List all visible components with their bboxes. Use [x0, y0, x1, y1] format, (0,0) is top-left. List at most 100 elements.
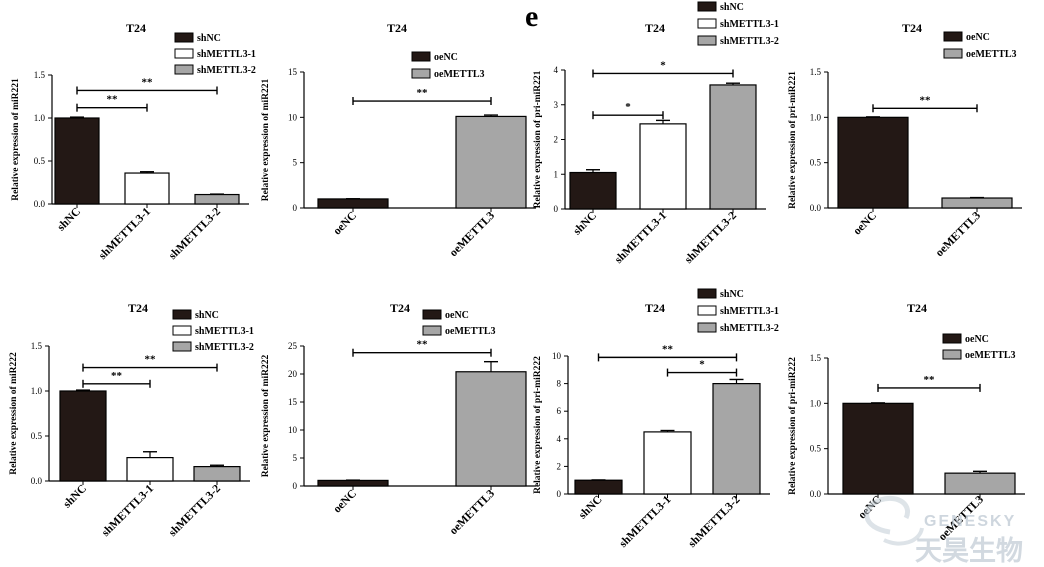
bar [574, 479, 623, 495]
y-tick-label: 0.0 [810, 203, 822, 213]
bar [944, 472, 1016, 495]
y-tick-label: 20 [288, 369, 298, 379]
y-tick-label: 0 [293, 203, 298, 213]
legend-swatch [697, 322, 717, 333]
panel-label: e [525, 0, 538, 33]
y-tick-label: 6 [557, 406, 562, 416]
x-category-label: oeNC [331, 210, 359, 238]
chart-3: T24 Relative expression of pri-miR221 0 1 2 3… [533, 1, 779, 266]
bar [639, 123, 687, 210]
y-tick-label: 5 [293, 453, 298, 463]
legend-swatch [943, 48, 963, 59]
x-category-label: shNC [571, 210, 599, 238]
x-category-label: shNC [577, 494, 605, 522]
y-tick-label: 25 [288, 341, 298, 351]
legend-label: shNC [195, 310, 219, 321]
y-tick-label: 0 [554, 204, 559, 214]
x-category-label: shNC [61, 483, 89, 511]
y-tick-label: 2 [557, 461, 562, 471]
y-tick-label: 1.0 [810, 398, 822, 408]
significance-label: * [699, 359, 705, 371]
bar [59, 390, 107, 482]
y-tick-label: 1.0 [810, 112, 822, 122]
x-category-label: shMETTL3-2 [683, 209, 740, 266]
bar [194, 193, 240, 205]
bar [317, 479, 389, 487]
x-category-label: shMETTL3-1 [617, 493, 674, 550]
y-tick-label: 1.0 [34, 113, 46, 123]
x-category-label: oeNC [851, 210, 879, 238]
y-tick-label: 1.5 [810, 67, 822, 77]
chart-title: T24 [128, 301, 148, 315]
y-tick-label: 5 [293, 158, 298, 168]
watermark-swirl-icon [864, 496, 924, 546]
significance-label: ** [662, 343, 674, 355]
y-tick-label: 4 [554, 65, 559, 75]
legend-label: shNC [197, 33, 221, 44]
y-tick-label: 4 [557, 434, 562, 444]
y-tick-label: 0.5 [34, 156, 46, 166]
legend-label: shMETTL3-1 [720, 19, 779, 30]
significance-label: * [625, 101, 631, 113]
legend-swatch [411, 68, 431, 79]
legend-label: shNC [720, 289, 744, 300]
y-tick-label: 0.5 [810, 158, 822, 168]
legend-swatch [942, 349, 962, 360]
y-axis-label: Relative expression of miR222 [261, 354, 271, 477]
y-tick-label: 0 [557, 489, 562, 499]
significance-label: ** [920, 94, 932, 106]
bar [709, 84, 757, 210]
bar [124, 172, 170, 205]
bar [455, 371, 527, 487]
significance-label: ** [111, 370, 123, 382]
y-tick-label: 1 [554, 169, 559, 179]
legend-swatch [422, 309, 442, 320]
significance-label: ** [417, 339, 429, 351]
y-tick-label: 0.0 [34, 199, 46, 209]
chart-title: T24 [387, 21, 407, 35]
bar [941, 197, 1013, 209]
legend-swatch [174, 48, 194, 59]
bar [837, 116, 909, 209]
significance-label: ** [107, 94, 119, 106]
x-category-label: oeNC [331, 488, 359, 516]
legend-label: shMETTL3-1 [197, 49, 256, 60]
y-tick-label: 0.0 [31, 476, 43, 486]
y-tick-label: 1.5 [34, 70, 46, 80]
chart-title: T24 [390, 301, 410, 315]
x-category-label: shMETTL3-1 [613, 209, 670, 266]
bar [569, 171, 617, 210]
y-tick-label: 10 [288, 112, 298, 122]
legend-swatch [172, 341, 192, 352]
legend-swatch [697, 288, 717, 299]
legend-swatch [942, 333, 962, 344]
watermark-brand-text: GENESKY [924, 513, 1016, 530]
bar [54, 117, 100, 205]
chart-5: T24 Relative expression of miR222 0.0 0.5 1.… [9, 301, 254, 539]
y-axis-label: Relative expression of miR221 [11, 78, 21, 201]
legend-label: oeMETTL3 [965, 350, 1016, 361]
chart-1: T24 Relative expression of miR221 0.0 0.5 1.… [11, 21, 256, 262]
x-category-label: shMETTL3-2 [686, 493, 743, 550]
legend-label: oeMETTL3 [434, 69, 485, 80]
significance-label: ** [145, 354, 157, 366]
chart-4: T24 Relative expression of pri-miR221 0.0 0… [788, 21, 1022, 259]
chart-title: T24 [645, 21, 665, 35]
y-tick-label: 1.0 [31, 386, 43, 396]
bar [842, 402, 914, 495]
significance-label: * [660, 59, 666, 71]
legend-label: shMETTL3-2 [195, 342, 254, 353]
bar [317, 198, 389, 209]
legend-swatch [422, 325, 442, 336]
legend-swatch [174, 64, 194, 75]
y-tick-label: 0.0 [810, 489, 822, 499]
x-category-label: oeMETTL3 [448, 209, 498, 259]
x-category-label: shNC [55, 206, 83, 234]
legend-label: oeNC [965, 334, 989, 345]
significance-label: ** [417, 87, 429, 99]
legend-label: oeNC [445, 310, 469, 321]
legend-label: shMETTL3-1 [720, 306, 779, 317]
legend-swatch [697, 1, 717, 12]
legend-swatch [172, 325, 192, 336]
y-tick-label: 1.5 [31, 341, 43, 351]
